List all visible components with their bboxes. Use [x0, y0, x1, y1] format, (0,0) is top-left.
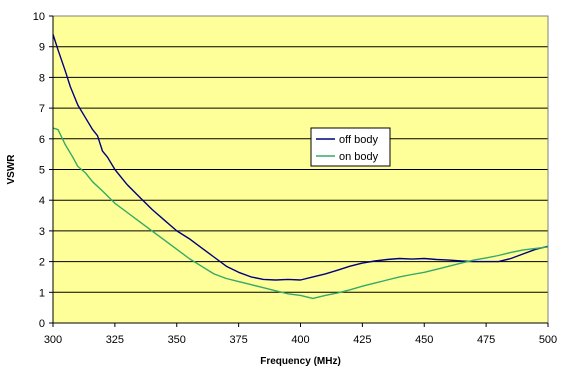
y-tick-label: 5: [39, 165, 45, 177]
y-tick-label: 10: [33, 11, 45, 23]
y-tick-label: 7: [39, 103, 45, 115]
x-tick-label: 350: [168, 334, 186, 346]
y-axis-label: VSWR: [6, 154, 17, 185]
x-tick-label: 375: [229, 334, 247, 346]
x-tick-label: 475: [477, 334, 495, 346]
x-axis-ticks: 300 325 350 375 400 425 450 475 500: [44, 323, 557, 346]
y-tick-label: 6: [39, 134, 45, 146]
legend-label: off body: [339, 134, 378, 146]
y-tick-label: 2: [39, 257, 45, 269]
legend-label: on body: [339, 151, 379, 163]
y-tick-label: 8: [39, 72, 45, 84]
x-tick-label: 425: [353, 334, 371, 346]
x-tick-label: 325: [106, 334, 124, 346]
x-tick-label: 400: [291, 334, 309, 346]
x-tick-label: 450: [415, 334, 433, 346]
y-tick-label: 4: [39, 195, 45, 207]
y-tick-label: 1: [39, 287, 45, 299]
x-tick-label: 500: [539, 334, 557, 346]
x-tick-label: 300: [44, 334, 62, 346]
x-axis-label: Frequency (MHz): [260, 356, 341, 366]
y-tick-label: 9: [39, 42, 45, 54]
y-tick-label: 0: [39, 318, 45, 330]
y-tick-label: 3: [39, 226, 45, 238]
legend: off body on body: [311, 128, 390, 166]
y-axis-ticks: 0 1 2 3 4 5 6 7 8 9 10: [33, 11, 53, 330]
